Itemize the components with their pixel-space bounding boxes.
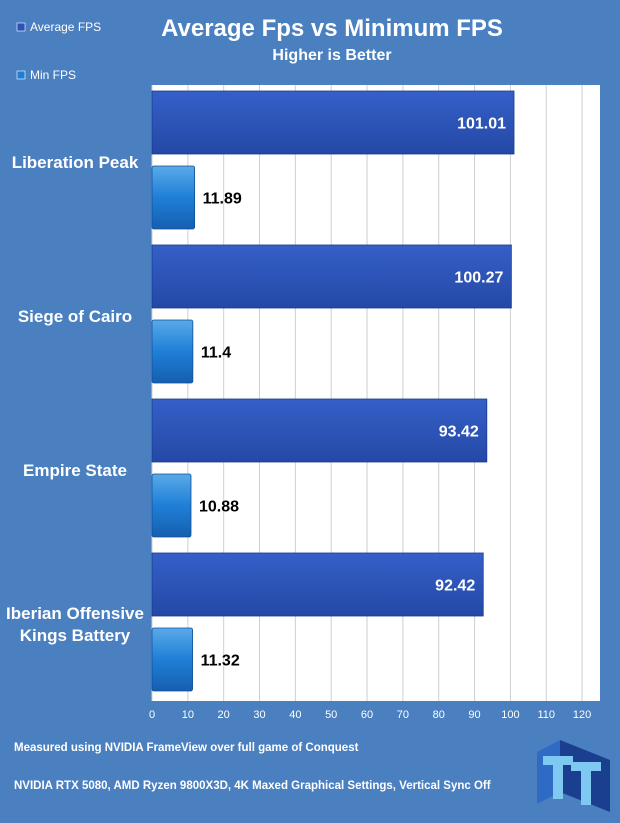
x-tick-label-40: 40 <box>289 709 301 721</box>
x-tick-label-10: 10 <box>182 709 194 721</box>
x-tick-label-50: 50 <box>325 709 337 721</box>
bar-average-fps-empire-state <box>151 398 488 463</box>
value-label-average-fps-liberation-peak: 101.01 <box>457 116 506 133</box>
bar-average-fps-liberation-peak <box>151 90 515 155</box>
x-tick-label-80: 80 <box>433 709 445 721</box>
value-label-average-fps-empire-state: 93.42 <box>439 424 479 441</box>
x-axis-tick-labels: 0 10 20 30 40 50 60 70 80 90 100 110 120 <box>149 709 591 721</box>
value-label-min-fps-empire-state: 10.88 <box>199 499 239 516</box>
value-label-min-fps-siege-of-cairo: 11.4 <box>201 345 231 362</box>
value-label-average-fps-siege-of-cairo: 100.27 <box>454 270 503 287</box>
legend-label-average-fps: Average FPS <box>30 20 101 34</box>
bar-min-fps-empire-state <box>151 473 192 538</box>
x-tick-label-20: 20 <box>218 709 230 721</box>
x-tick-label-30: 30 <box>253 709 265 721</box>
chart-title: Average Fps vs Minimum FPS <box>161 15 503 42</box>
legend-swatch-min-fps <box>16 70 26 80</box>
category-labels: Liberation Peak Siege of Cairo Empire Stat… <box>6 153 144 645</box>
category-label-empire-state: Empire State <box>23 461 127 480</box>
category-label-liberation-peak: Liberation Peak <box>12 153 139 172</box>
footnote-system-specs: NVIDIA RTX 5080, AMD Ryzen 9800X3D, 4K M… <box>14 780 491 792</box>
legend: Average FPS Min FPS <box>16 20 101 82</box>
category-label-iberian-offensive-kings-battery: Iberian Offensive Kings Battery <box>6 604 144 645</box>
x-tick-label-90: 90 <box>468 709 480 721</box>
x-tick-label-120: 120 <box>573 709 591 721</box>
bar-min-fps-siege-of-cairo <box>151 319 194 384</box>
chart-subtitle: Higher is Better <box>272 47 391 64</box>
legend-label-min-fps: Min FPS <box>30 68 76 82</box>
value-label-min-fps-iberian-offensive-kings-battery: 11.32 <box>201 653 240 670</box>
bar-value-labels: 101.01 11.89 100.27 11.4 93.42 10.88 92.42 11.3… <box>199 116 506 670</box>
x-tick-label-0: 0 <box>149 709 155 721</box>
bar-min-fps-iberian-offensive-kings-battery <box>151 627 193 692</box>
bars <box>151 90 515 692</box>
bar-average-fps-siege-of-cairo <box>151 244 512 309</box>
bar-average-fps-iberian-offensive-kings-battery <box>151 552 484 617</box>
tweaktown-logo: TT <box>537 740 610 812</box>
x-tick-label-110: 110 <box>537 709 555 721</box>
bar-min-fps-liberation-peak <box>151 165 196 230</box>
value-label-average-fps-iberian-offensive-kings-battery: 92.42 <box>435 578 475 595</box>
value-label-min-fps-liberation-peak: 11.89 <box>203 191 242 208</box>
x-tick-label-70: 70 <box>397 709 409 721</box>
category-label-siege-of-cairo: Siege of Cairo <box>18 307 132 326</box>
footnote-measurement: Measured using NVIDIA FrameView over ful… <box>14 742 359 754</box>
x-tick-label-60: 60 <box>361 709 373 721</box>
legend-swatch-average-fps <box>16 22 26 32</box>
x-tick-label-100: 100 <box>501 709 519 721</box>
